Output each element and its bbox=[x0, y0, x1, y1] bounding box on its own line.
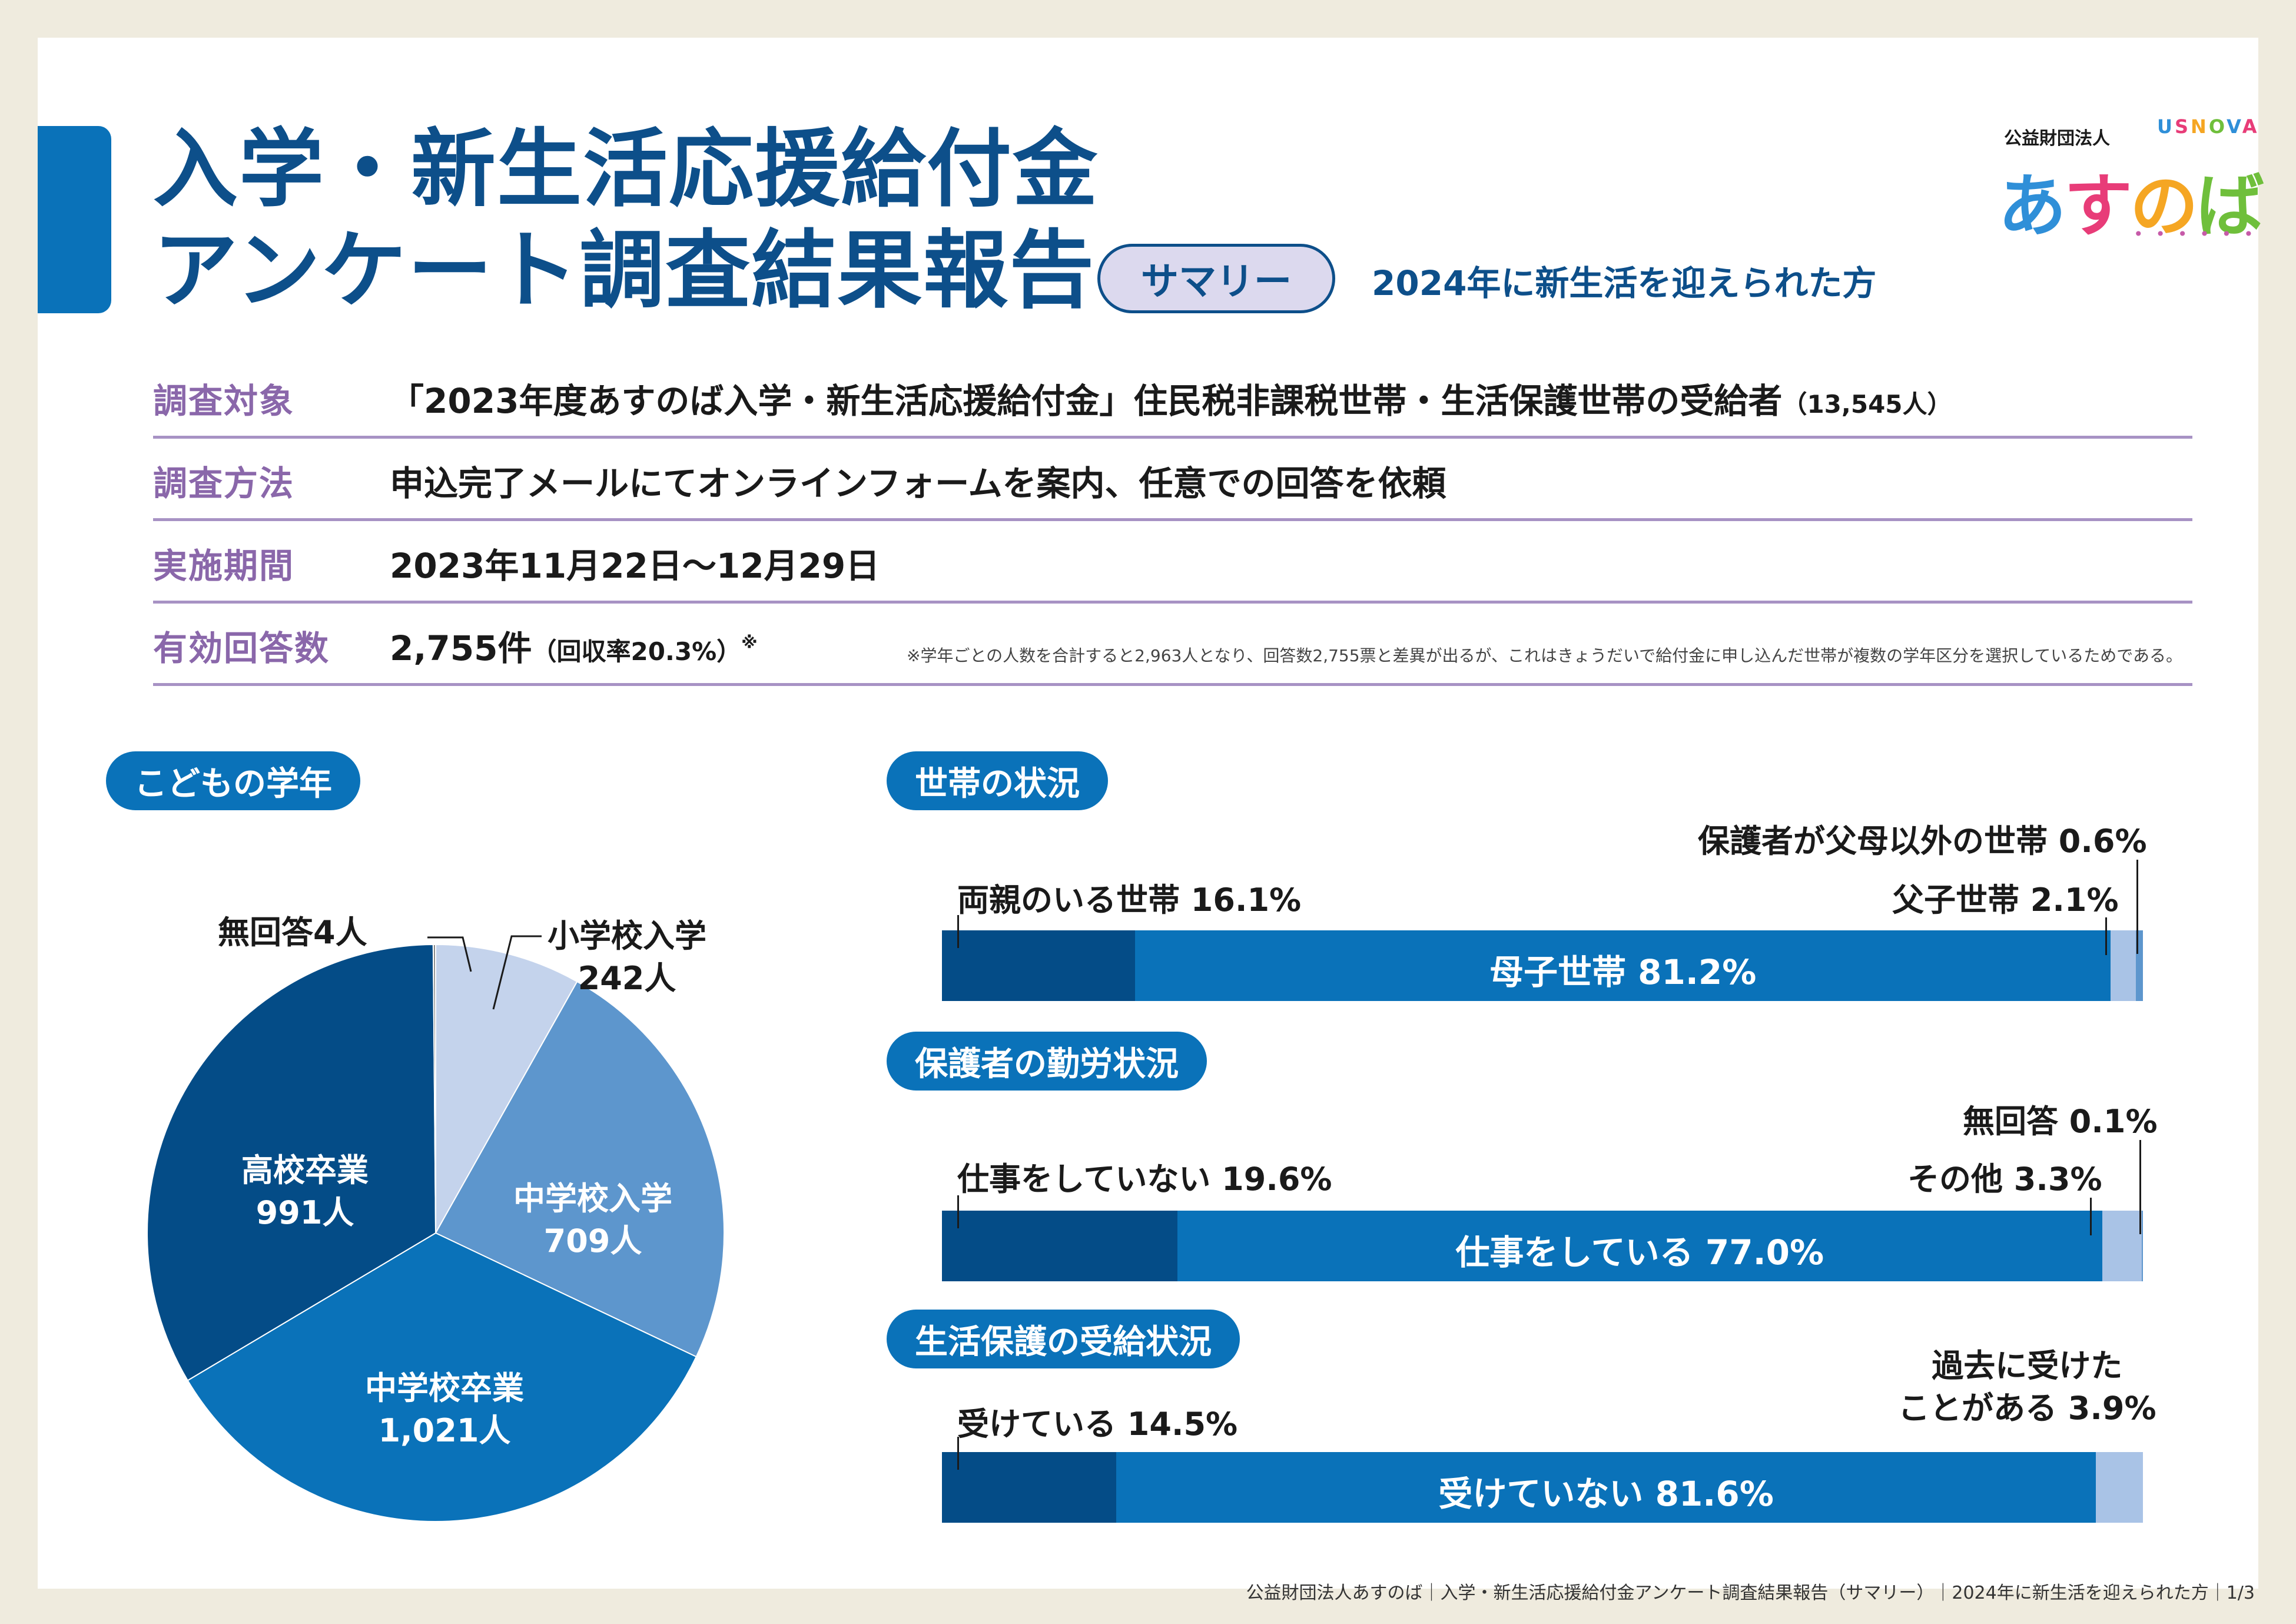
pie-label-jhs-entry: 中学校入学 709人 bbox=[513, 1178, 672, 1262]
page-footer: 公益財団法人あすのば｜入学・新生活応援給付金アンケート調査結果報告（サマリー）｜… bbox=[1246, 1583, 2255, 1603]
info-label: 調査方法 bbox=[153, 463, 295, 503]
bar-segment-1 bbox=[1135, 930, 2111, 1001]
bar-segment-0 bbox=[942, 930, 1136, 1001]
logo-brand-char: あ bbox=[1998, 167, 2066, 246]
label-past-line1: 過去に受けた bbox=[1932, 1347, 2123, 1384]
pie-label-jhs-grad-count: 1,021人 bbox=[378, 1412, 511, 1449]
bar-inner-label: 仕事をしている 77.0% bbox=[1455, 1232, 1824, 1272]
pie-label-hs-grad-name: 高校卒業 bbox=[241, 1152, 369, 1189]
pie-label-hs-grad-count: 991人 bbox=[256, 1194, 354, 1231]
pie-slice-4 bbox=[432, 943, 436, 1234]
tick-receiving bbox=[957, 1437, 959, 1470]
bar-inner-label: 母子世帯 81.2% bbox=[1489, 952, 1757, 992]
logo-brand-char: す bbox=[2064, 167, 2132, 246]
pie-slice-1 bbox=[434, 980, 725, 1358]
info-row-responses: 有効回答数 2,755件（回収率20.3%）※ ※学年ごとの人数を合計すると2,… bbox=[153, 604, 2192, 686]
pie-label-elementary-name: 小学校入学 bbox=[548, 917, 706, 954]
section-household: 世帯の状況 bbox=[887, 751, 1108, 810]
bar-segment-2 bbox=[2096, 1452, 2143, 1523]
info-value: 申込完了メールにてオンラインフォームを案内、任意での回答を依頼 bbox=[390, 463, 1446, 503]
bar-segment-1 bbox=[1116, 1452, 2096, 1523]
tick-not-working bbox=[957, 1195, 959, 1228]
tick-no-answer bbox=[2139, 1140, 2141, 1234]
info-row-target: 調査対象 「2023年度あすのば入学・新生活応援給付金」住民税非課税世帯・生活保… bbox=[153, 357, 2192, 439]
logo-brand: あすのば bbox=[1998, 151, 2264, 250]
info-row-period: 実施期間 2023年11月22日〜12月29日 bbox=[153, 522, 2192, 604]
info-value: 「2023年度あすのば入学・新生活応援給付金」住民税非課税世帯・生活保護世帯の受… bbox=[390, 373, 1952, 423]
work-bar: 仕事をしている 77.0% bbox=[942, 1211, 2143, 1281]
label-past-received: 過去に受けた ことがある 3.9% bbox=[1898, 1345, 2156, 1430]
grade-pie-chart bbox=[147, 943, 725, 1522]
leader-elementary bbox=[492, 935, 542, 1010]
pie-label-elementary: 小学校入学 242人 bbox=[548, 915, 706, 1000]
label-other-guardian: 保護者が父母以外の世帯 0.6% bbox=[1698, 823, 2147, 860]
info-label: 有効回答数 bbox=[153, 628, 330, 668]
logo-brand-char: の bbox=[2130, 167, 2198, 246]
info-label: 調査対象 bbox=[153, 381, 295, 421]
page-title-line1: 入学・新生活応援給付金 bbox=[153, 120, 1099, 218]
pie-leaders bbox=[427, 935, 542, 1010]
responses-mark: ※ bbox=[741, 632, 758, 652]
bar-segment-1 bbox=[1177, 1211, 2102, 1281]
label-receiving: 受けている 14.5% bbox=[957, 1406, 1238, 1443]
section-grade: こどもの学年 bbox=[106, 751, 360, 810]
label-past-line2: ことがある 3.9% bbox=[1898, 1390, 2156, 1427]
accent-tab bbox=[38, 126, 111, 313]
bar-segment-0 bbox=[942, 1452, 1116, 1523]
bar-inner-label: 受けていない 81.6% bbox=[1438, 1474, 1774, 1514]
label-not-working: 仕事をしていない 19.6% bbox=[957, 1161, 1332, 1198]
info-label: 実施期間 bbox=[153, 546, 295, 586]
tick-other bbox=[2090, 1198, 2092, 1235]
label-father-only: 父子世帯 2.1% bbox=[1892, 881, 2119, 919]
target-small: （13,545人） bbox=[1782, 390, 1952, 419]
summary-badge: サマリー bbox=[1097, 244, 1335, 313]
pie-label-elementary-count: 242人 bbox=[578, 960, 676, 997]
logo-dots: • • • • • • bbox=[2134, 224, 2257, 244]
label-two-parent: 両親のいる世帯 16.1% bbox=[957, 881, 1302, 919]
logo-usnova-char: V bbox=[2227, 115, 2242, 138]
bar-segment-3 bbox=[2141, 1211, 2143, 1281]
page-card: 入学・新生活応援給付金 アンケート調査結果報告 サマリー 2024年に新生活を迎… bbox=[38, 38, 2264, 1589]
section-work: 保護者の勤労状況 bbox=[887, 1032, 1207, 1091]
logo-org: 公益財団法人 bbox=[2004, 128, 2110, 149]
asunoba-logo: 公益財団法人 USNOVA あすのば • • • • • • bbox=[1992, 104, 2275, 246]
leader-no-answer bbox=[427, 936, 472, 972]
pie-label-jhs-entry-count: 709人 bbox=[543, 1222, 642, 1260]
pie-label-no-answer: 無回答4人 bbox=[218, 914, 367, 951]
bar-segment-0 bbox=[942, 1211, 1177, 1281]
info-row-method: 調査方法 申込完了メールにてオンラインフォームを案内、任意での回答を依頼 bbox=[153, 439, 2192, 521]
pie-label-jhs-grad: 中学校卒業 1,021人 bbox=[365, 1367, 524, 1452]
pie-slice-0 bbox=[435, 943, 578, 1235]
label-no-answer: 無回答 0.1% bbox=[1963, 1103, 2158, 1140]
logo-usnova-char: O bbox=[2208, 115, 2227, 138]
pie-label-hs-grad: 高校卒業 991人 bbox=[241, 1149, 369, 1234]
logo-usnova-char: U bbox=[2157, 115, 2175, 138]
pie-slice-3 bbox=[147, 944, 437, 1381]
tick-two-parent bbox=[957, 915, 959, 948]
info-note: ※学年ごとの人数を合計すると2,963人となり、回答数2,755票と差異が出るが… bbox=[907, 646, 2183, 665]
pie-label-jhs-entry-name: 中学校入学 bbox=[513, 1180, 672, 1217]
logo-usnova: USNOVA bbox=[2157, 115, 2259, 138]
info-value: 2023年11月22日〜12月29日 bbox=[390, 546, 880, 586]
household-bar: 母子世帯 81.2% bbox=[942, 930, 2143, 1001]
bar-segment-2 bbox=[2110, 930, 2136, 1001]
logo-usnova-char: S bbox=[2174, 115, 2191, 138]
page-subtitle: 2024年に新生活を迎えられた方 bbox=[1372, 263, 1877, 303]
section-welfare: 生活保護の受給状況 bbox=[887, 1310, 1240, 1368]
bar-segment-2 bbox=[2102, 1211, 2142, 1281]
tick-father-only bbox=[2105, 917, 2107, 955]
page-title-line2: アンケート調査結果報告 bbox=[153, 221, 1096, 320]
logo-usnova-char: N bbox=[2191, 115, 2209, 138]
target-value: 「2023年度あすのば入学・新生活応援給付金」住民税非課税世帯・生活保護世帯の受… bbox=[390, 381, 1783, 421]
tick-other-guardian bbox=[2136, 860, 2138, 954]
responses-value: 2,755件 bbox=[390, 628, 532, 668]
logo-usnova-char: A bbox=[2242, 115, 2259, 138]
welfare-bar: 受けていない 81.6% bbox=[942, 1452, 2143, 1523]
label-other: その他 3.3% bbox=[1907, 1161, 2102, 1198]
pie-label-jhs-grad-name: 中学校卒業 bbox=[365, 1370, 524, 1407]
logo-brand-char: ば bbox=[2196, 167, 2264, 246]
responses-small: （回収率20.3%） bbox=[532, 637, 742, 666]
info-value: 2,755件（回収率20.3%）※ bbox=[390, 621, 757, 670]
